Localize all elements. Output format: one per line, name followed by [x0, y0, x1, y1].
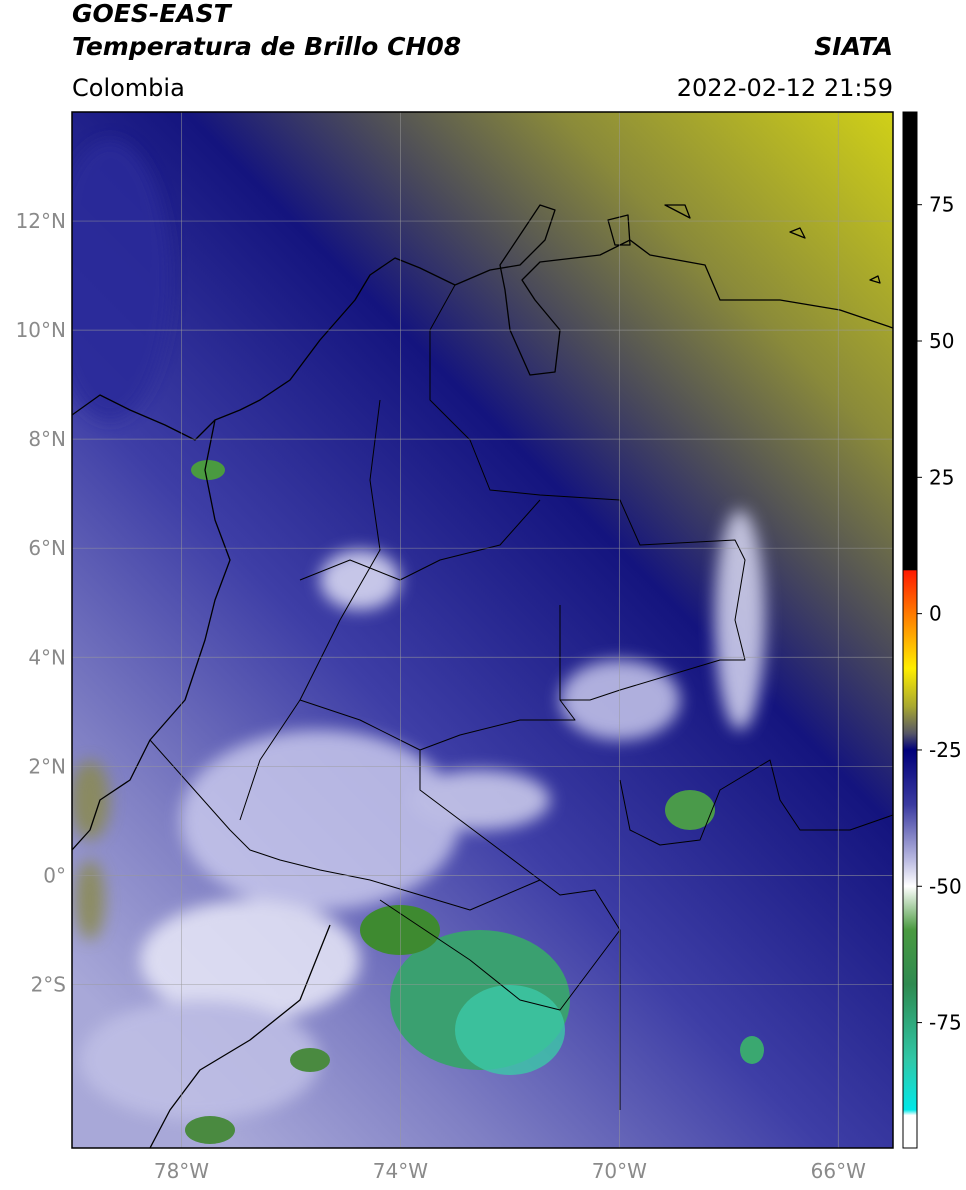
datetime: 2022-02-12 21:59 — [677, 74, 893, 102]
lat-tick-label: 2°S — [31, 972, 66, 996]
subtitle: Temperatura de Brillo CH08 — [72, 32, 461, 61]
map-frame — [71, 111, 894, 1149]
colorbar-tick-label: 25 — [929, 465, 954, 489]
graticule — [72, 112, 893, 1148]
title: GOES-EAST — [72, 0, 233, 28]
lon-tick-label: 78°W — [154, 1159, 209, 1183]
colorbar-tick-label: -75 — [929, 1011, 962, 1035]
lon-tick-label: 66°W — [811, 1159, 866, 1183]
lat-tick-label: 2°N — [28, 754, 66, 778]
colorbar-tick-label: 75 — [929, 193, 954, 217]
colorbar-tick-label: 0 — [929, 602, 942, 626]
lat-tick-label: 6°N — [28, 536, 66, 560]
satellite-image — [72, 112, 893, 1148]
region: Colombia — [72, 74, 185, 102]
lat-tick-label: 0° — [43, 863, 66, 887]
lat-tick-label: 4°N — [28, 645, 66, 669]
source: SIATA — [814, 32, 893, 61]
lat-tick-label: 12°N — [16, 209, 66, 233]
colorbar-tick-label: -50 — [929, 874, 962, 898]
lat-tick-label: 10°N — [16, 318, 66, 342]
lon-tick-label: 74°W — [373, 1159, 428, 1183]
colorbar-tick-label: -25 — [929, 738, 962, 762]
lat-tick-label: 8°N — [28, 427, 66, 451]
colorbar-scale — [902, 111, 918, 1149]
lon-tick-label: 70°W — [592, 1159, 647, 1183]
colorbar-tick-label: 50 — [929, 329, 954, 353]
colorbar: 75 50 25 0 -25 -50 -75 — [902, 111, 962, 1149]
